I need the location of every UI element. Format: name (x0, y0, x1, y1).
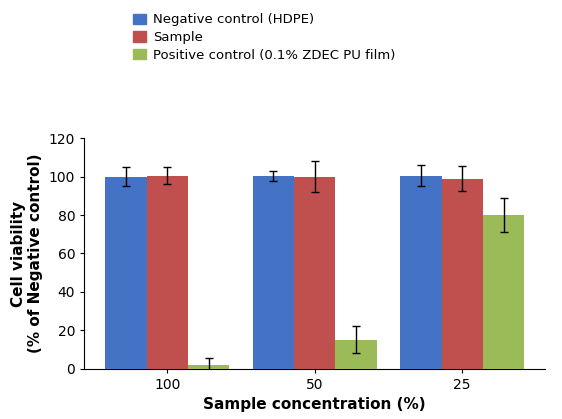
Bar (336, 340, 377, 369)
Bar (253, 176, 294, 369)
Bar (188, 365, 229, 369)
Bar (147, 176, 188, 369)
X-axis label: Sample concentration (%): Sample concentration (%) (203, 397, 426, 412)
Bar (400, 176, 442, 369)
Y-axis label: Cell viability
(% of Negative control): Cell viability (% of Negative control) (11, 154, 43, 353)
Bar (442, 178, 483, 369)
Bar (105, 177, 147, 369)
Bar (294, 177, 336, 369)
Legend: Negative control (HDPE), Sample, Positive control (0.1% ZDEC PU film): Negative control (HDPE), Sample, Positiv… (130, 11, 398, 64)
Bar (483, 215, 524, 369)
